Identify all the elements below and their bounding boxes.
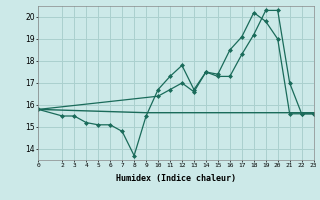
X-axis label: Humidex (Indice chaleur): Humidex (Indice chaleur) (116, 174, 236, 183)
